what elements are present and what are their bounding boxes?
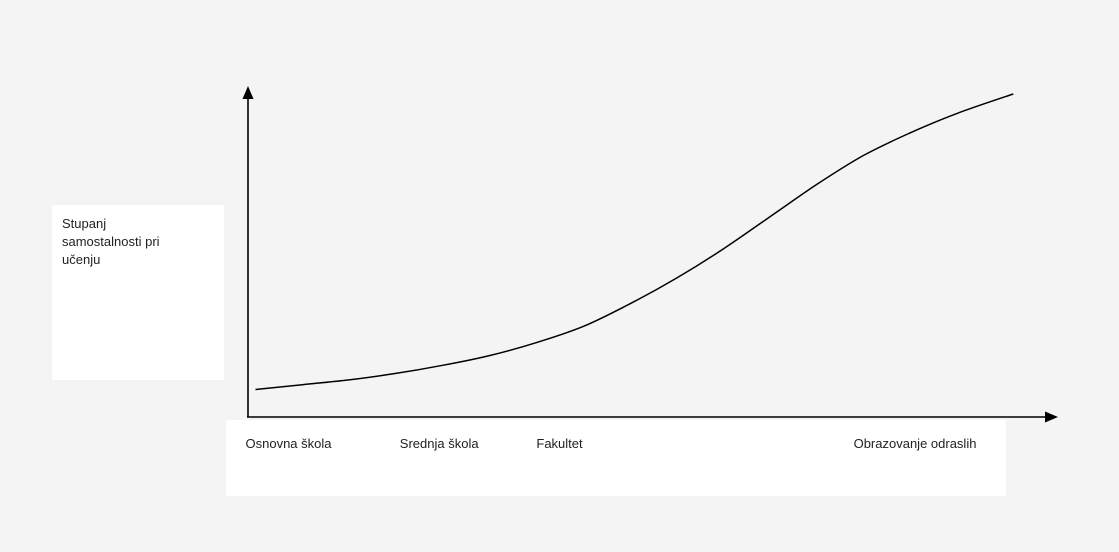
y-axis-label-line-3: učenju	[62, 252, 100, 267]
y-axis-arrowhead	[242, 86, 254, 99]
ylabel-panel	[52, 205, 224, 380]
x-tick-label: Srednja škola	[400, 436, 480, 451]
y-axis-label-line-1: Stupanj	[62, 216, 106, 231]
xlabel-panel	[226, 420, 1006, 496]
series-line	[255, 93, 1014, 391]
x-tick-label: Obrazovanje odraslih	[854, 436, 977, 451]
x-tick-label: Fakultet	[536, 436, 583, 451]
x-tick-labels: Osnovna škola Srednja škola Fakultet Obrazo…	[246, 436, 977, 451]
x-axis-arrowhead	[1045, 411, 1058, 423]
x-tick-label: Osnovna škola	[246, 436, 333, 451]
y-axis-label-line-2: samostalnosti pri	[62, 234, 160, 249]
